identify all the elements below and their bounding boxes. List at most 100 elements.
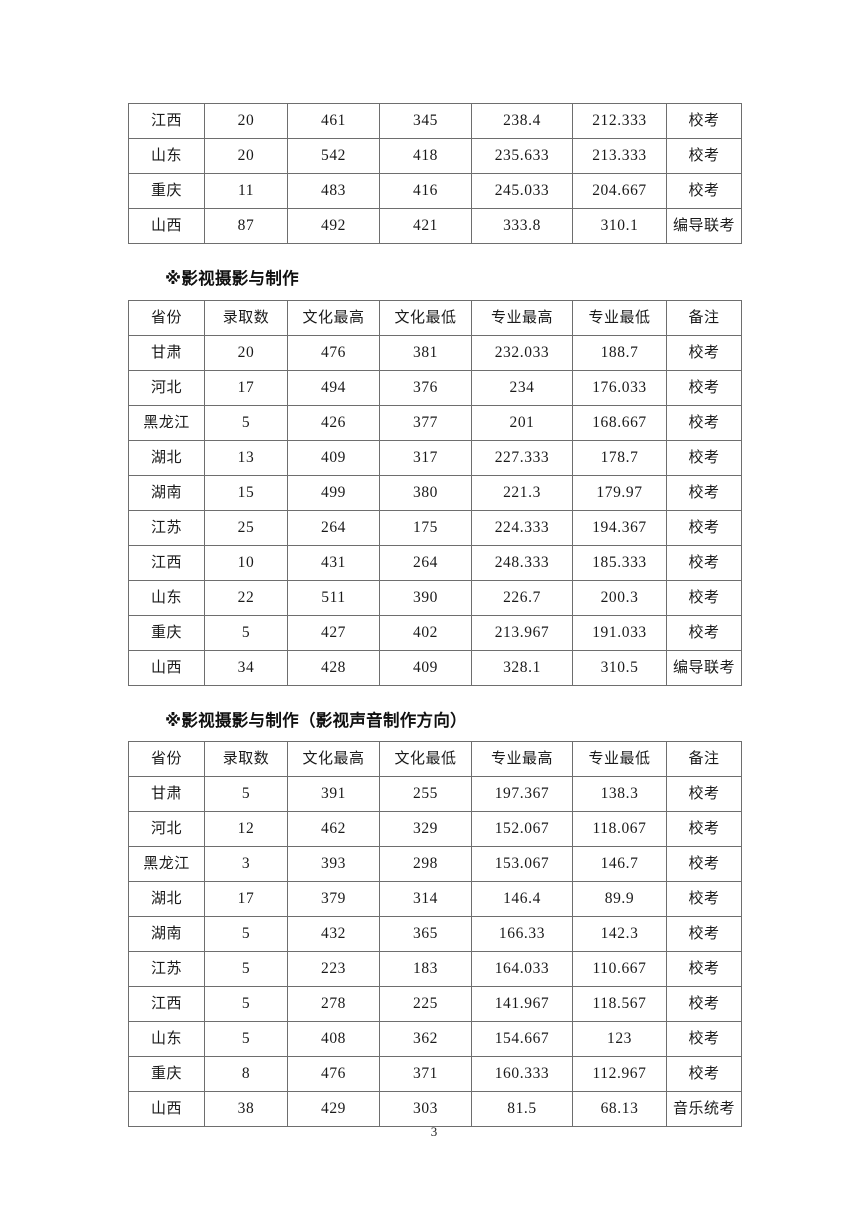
cell-culture-max: 393 (287, 846, 380, 882)
cell-admitted: 3 (204, 846, 288, 882)
cell-admitted: 13 (204, 439, 288, 476)
cell-admitted: 5 (204, 951, 288, 987)
cell-admitted: 22 (204, 579, 288, 616)
cell-province: 黑龙江 (128, 404, 205, 441)
table-row: 河北 12 462 329 152.067 118.067 校考 (128, 811, 742, 847)
column-header-admitted: 录取数 (204, 299, 288, 336)
cell-remark: 校考 (666, 439, 742, 476)
cell-admitted: 10 (204, 544, 288, 581)
cell-culture-min: 421 (379, 208, 472, 244)
cell-major-max: 197.367 (471, 776, 573, 812)
cell-admitted: 5 (204, 614, 288, 651)
cell-major-min: 110.667 (572, 951, 667, 987)
score-table: 省份 录取数 文化最高 文化最低 专业最高 专业最低 备注 甘肃 20 476 381 232.033… (128, 299, 742, 686)
table-row: 江西 5 278 225 141.967 118.567 校考 (128, 986, 742, 1022)
column-header-culture-max: 文化最高 (287, 299, 380, 336)
cell-province: 山西 (128, 1091, 205, 1127)
cell-province: 河北 (128, 811, 205, 847)
cell-admitted: 5 (204, 776, 288, 812)
cell-major-min: 118.067 (572, 811, 667, 847)
cell-remark: 校考 (666, 916, 742, 952)
table-row: 黑龙江 5 426 377 201 168.667 校考 (128, 404, 742, 441)
cell-admitted: 5 (204, 404, 288, 441)
cell-major-min: 176.033 (572, 369, 667, 406)
table-row: 重庆 8 476 371 160.333 112.967 校考 (128, 1056, 742, 1092)
cell-culture-min: 376 (379, 369, 472, 406)
cell-culture-max: 264 (287, 509, 380, 546)
cell-remark: 校考 (666, 986, 742, 1022)
cell-admitted: 17 (204, 881, 288, 917)
cell-major-min: 191.033 (572, 614, 667, 651)
cell-major-min: 310.5 (572, 649, 667, 686)
table-row: 山西 38 429 303 81.5 68.13 音乐统考 (128, 1091, 742, 1127)
cell-major-max: 81.5 (471, 1091, 573, 1127)
cell-major-max: 152.067 (471, 811, 573, 847)
cell-culture-max: 426 (287, 404, 380, 441)
score-table-wrapper: 江西 20 461 345 238.4 212.333 校考 山东 20 542 418 235.63… (128, 103, 742, 244)
score-table-wrapper: 省份 录取数 文化最高 文化最低 专业最高 专业最低 备注 甘肃 5 391 255 197.367 1… (128, 741, 742, 1127)
cell-remark: 校考 (666, 474, 742, 511)
cell-culture-min: 317 (379, 439, 472, 476)
cell-major-max: 232.033 (471, 334, 573, 371)
cell-culture-min: 314 (379, 881, 472, 917)
cell-admitted: 20 (204, 103, 288, 139)
cell-culture-max: 511 (287, 579, 380, 616)
cell-remark: 校考 (666, 334, 742, 371)
cell-major-max: 141.967 (471, 986, 573, 1022)
cell-culture-max: 492 (287, 208, 380, 244)
tables-container: 江西 20 461 345 238.4 212.333 校考 山东 20 542 418 235.63… (128, 103, 742, 1127)
cell-major-max: 221.3 (471, 474, 573, 511)
table-row: 湖北 17 379 314 146.4 89.9 校考 (128, 881, 742, 917)
cell-province: 重庆 (128, 1056, 205, 1092)
cell-major-max: 213.967 (471, 614, 573, 651)
cell-remark: 校考 (666, 951, 742, 987)
cell-culture-max: 462 (287, 811, 380, 847)
cell-province: 河北 (128, 369, 205, 406)
cell-major-min: 178.7 (572, 439, 667, 476)
cell-admitted: 34 (204, 649, 288, 686)
cell-admitted: 15 (204, 474, 288, 511)
cell-province: 山东 (128, 138, 205, 174)
cell-remark: 校考 (666, 404, 742, 441)
table-row: 山西 87 492 421 333.8 310.1 编导联考 (128, 208, 742, 244)
cell-culture-min: 402 (379, 614, 472, 651)
column-header-province: 省份 (128, 299, 205, 336)
table-row: 江西 20 461 345 238.4 212.333 校考 (128, 103, 742, 139)
cell-major-min: 112.967 (572, 1056, 667, 1092)
column-header-major-min: 专业最低 (572, 299, 667, 336)
cell-culture-min: 298 (379, 846, 472, 882)
cell-province: 湖北 (128, 881, 205, 917)
cell-major-max: 224.333 (471, 509, 573, 546)
cell-major-max: 328.1 (471, 649, 573, 686)
cell-remark: 校考 (666, 881, 742, 917)
column-header-province: 省份 (128, 741, 205, 777)
cell-culture-min: 418 (379, 138, 472, 174)
table-row: 山东 5 408 362 154.667 123 校考 (128, 1021, 742, 1057)
cell-major-max: 333.8 (471, 208, 573, 244)
cell-major-max: 201 (471, 404, 573, 441)
cell-culture-max: 379 (287, 881, 380, 917)
cell-major-max: 234 (471, 369, 573, 406)
cell-remark: 校考 (666, 138, 742, 174)
cell-culture-min: 409 (379, 649, 472, 686)
cell-culture-max: 476 (287, 1056, 380, 1092)
column-header-culture-max: 文化最高 (287, 741, 380, 777)
cell-admitted: 11 (204, 173, 288, 209)
cell-major-min: 200.3 (572, 579, 667, 616)
cell-admitted: 17 (204, 369, 288, 406)
cell-major-min: 310.1 (572, 208, 667, 244)
cell-admitted: 87 (204, 208, 288, 244)
cell-culture-max: 461 (287, 103, 380, 139)
cell-remark: 音乐统考 (666, 1091, 742, 1127)
cell-remark: 校考 (666, 509, 742, 546)
table-row: 河北 17 494 376 234 176.033 校考 (128, 369, 742, 406)
cell-admitted: 5 (204, 986, 288, 1022)
cell-culture-min: 371 (379, 1056, 472, 1092)
cell-culture-max: 429 (287, 1091, 380, 1127)
table-row: 江苏 25 264 175 224.333 194.367 校考 (128, 509, 742, 546)
table-row: 湖南 5 432 365 166.33 142.3 校考 (128, 916, 742, 952)
cell-major-max: 164.033 (471, 951, 573, 987)
cell-major-min: 188.7 (572, 334, 667, 371)
cell-major-min: 89.9 (572, 881, 667, 917)
cell-culture-max: 494 (287, 369, 380, 406)
